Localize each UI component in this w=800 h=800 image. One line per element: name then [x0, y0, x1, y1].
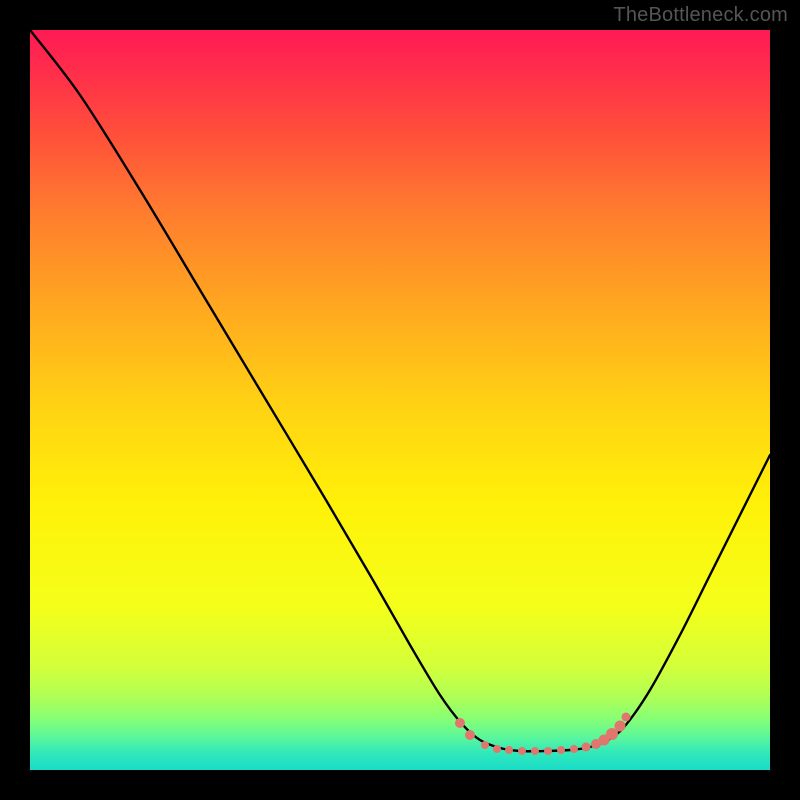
curve-marker [557, 746, 565, 754]
curve-marker [455, 718, 465, 728]
chart-plot-area [30, 30, 770, 770]
bottleneck-chart: TheBottleneck.com [0, 0, 800, 800]
curve-marker [622, 713, 631, 722]
curve-marker [582, 743, 591, 752]
curve-marker [505, 746, 513, 754]
curve-marker [481, 741, 489, 749]
curve-marker [544, 747, 552, 755]
curve-marker [531, 747, 539, 755]
curve-marker [465, 730, 475, 740]
chart-svg [0, 0, 800, 800]
curve-marker [493, 745, 501, 753]
curve-marker [518, 747, 526, 755]
curve-marker [570, 745, 578, 753]
curve-marker [615, 721, 626, 732]
watermark-text: TheBottleneck.com [613, 4, 788, 27]
